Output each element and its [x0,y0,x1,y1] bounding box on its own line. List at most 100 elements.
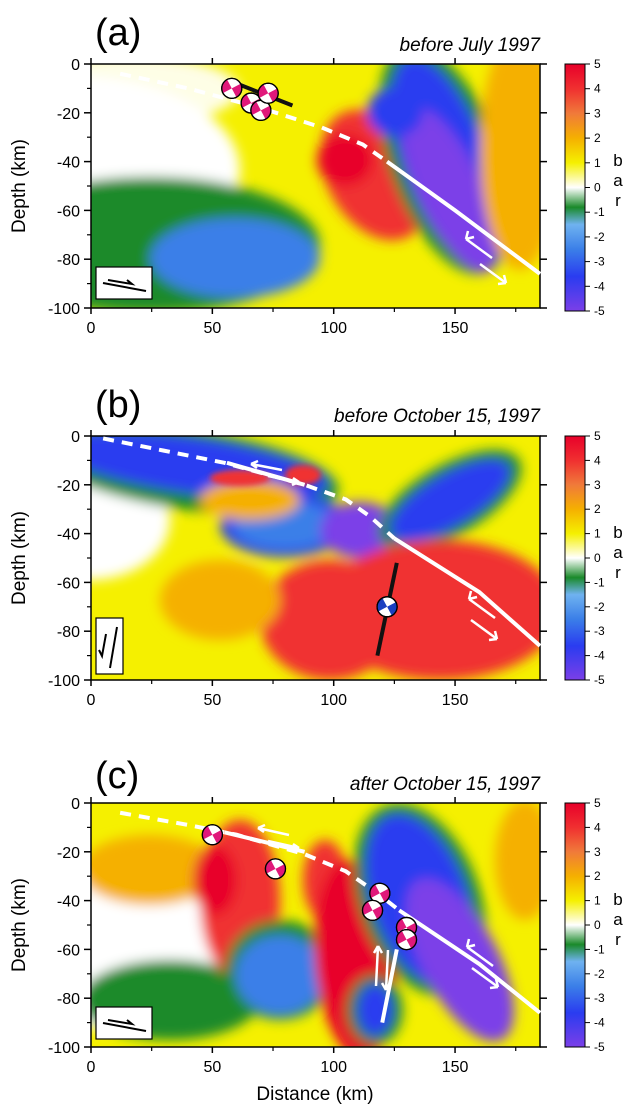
x-axis: 0 50 100 150 [87,797,517,1076]
focal-mechanism [264,858,287,880]
x-tick-label: 0 [87,1059,96,1076]
x-tick: 100 [320,58,347,337]
colorbar-tick: -2 [585,600,605,614]
colorbar-tick: 1 [585,156,601,170]
colorbar-tick-label: 1 [594,894,601,908]
panel-label: (a) [95,12,141,54]
colorbar-ticks: 5 4 3 2 1 0 -1 -2 -3 -4 -5 [585,429,605,687]
fault-solid [385,159,542,276]
y-tick-label: 0 [71,429,80,446]
colorbar-tick-label: 5 [594,429,601,443]
thrust-slip-icon [102,1019,147,1032]
x-tick-label: 100 [320,692,347,709]
x-tick: 150 [442,797,468,1076]
y-tick: -80 [57,252,547,269]
colorbar-tick-label: -3 [594,991,605,1005]
x-axis: 0 50 100 150 [87,58,517,337]
y-tick-label: -100 [48,673,80,690]
x-tick-label: 50 [203,692,221,709]
x-tick: 50 [203,58,221,337]
colorbar-tick-label: 4 [594,453,601,467]
focal-mechanism [395,928,418,951]
focal-mechanism [257,82,279,104]
y-tick: 0 [71,57,547,74]
colorbar-tick: -1 [585,575,605,589]
mechanisms [201,824,418,951]
colorbar-ticks: 5 4 3 2 1 0 -1 -2 -3 -4 -5 [585,796,605,1054]
thrust-slip-icon [102,279,147,292]
colorbar-tick: -1 [585,942,605,956]
colorbar-tick-label: 5 [594,57,601,71]
y-tick-label: -60 [57,942,80,959]
panel-c: (c) after October 15, 1997 [9,755,547,1105]
colorbar-tick: 4 [585,453,601,467]
colorbar-tick-label: -2 [594,230,605,244]
colorbar-tick-label: -3 [594,624,605,638]
unit-letter: b [613,890,622,909]
panel-b: (b) before October 15, 1997 [9,384,547,709]
colorbar-tick-label: -1 [594,575,605,589]
focal-mechanism [361,899,384,922]
colorbar-tick-label: 3 [594,478,601,492]
colorbar-tick-label: 0 [594,918,601,932]
y-axis-label: Depth (km) [9,511,30,605]
y-tick: -60 [57,942,547,959]
colorbar-tick-label: -4 [594,649,605,663]
colorbar-tick: 5 [585,796,601,810]
colorbar-tick: -4 [585,649,605,663]
colorbar-tick-label: -2 [594,967,605,981]
colorbar-tick-label: 4 [594,82,601,96]
colorbar-tick: 2 [585,502,601,516]
stress-field [91,436,540,680]
colorbar-tick-label: 3 [594,106,601,120]
y-tick: -40 [57,894,547,911]
colorbar-ticks: 5 4 3 2 1 0 -1 -2 -3 -4 -5 [585,57,605,318]
fault-solid [398,908,542,1015]
colorbar-tick-label: -5 [594,304,605,318]
y-tick-label: -100 [48,301,80,318]
colorbar-tick-label: 2 [594,869,601,883]
normal-slip-icon [98,626,118,669]
x-tick: 150 [442,430,468,709]
mechanisms [376,596,398,618]
colorbar-tick-label: 5 [594,796,601,810]
panel-title: before October 15, 1997 [334,406,541,427]
y-tick-label: -20 [57,845,80,862]
colorbar-tick: 2 [585,869,601,883]
y-tick-label: -100 [48,1040,80,1057]
colorbar-tick: -5 [585,304,605,318]
colorbar-b: 5 4 3 2 1 0 -1 -2 -3 -4 -5 b a r [564,429,623,687]
inset-box [95,266,153,300]
colorbar-a: 5 4 3 2 1 0 -1 -2 -3 -4 -5 b a r [564,57,623,318]
x-tick: 50 [203,430,221,709]
y-tick-label: -40 [57,894,80,911]
x-axis: 0 50 100 150 [87,430,517,709]
colorbar-tick-label: -4 [594,279,605,293]
unit-letter: b [613,151,622,170]
y-tick-label: -60 [57,203,80,220]
colorbar-tick-label: 0 [594,181,601,195]
y-tick: 0 [71,796,547,813]
focal-mechanism [221,77,243,100]
y-tick-label: -80 [57,252,80,269]
y-tick-label: -60 [57,575,80,592]
unit-letter: r [615,930,621,949]
y-tick: -100 [48,301,547,318]
unit-letter: a [613,543,623,562]
colorbar-tick: 4 [585,82,601,96]
slip-arrows [464,230,508,286]
x-tick: 100 [320,797,347,1076]
panel-label: (b) [95,384,141,426]
colorbar-tick: 0 [585,181,601,195]
y-tick: -60 [57,203,547,220]
mechanisms [221,77,279,122]
colorbar-tick: -2 [585,230,605,244]
colorbar-tick-label: -1 [594,942,605,956]
y-tick-label: -80 [57,624,80,641]
y-tick: -40 [57,155,547,172]
y-tick-label: 0 [71,796,80,813]
x-tick-label: 0 [87,320,96,337]
colorbar-tick: 0 [585,918,601,932]
y-tick: -100 [48,1040,547,1057]
stress-field [91,803,540,1047]
